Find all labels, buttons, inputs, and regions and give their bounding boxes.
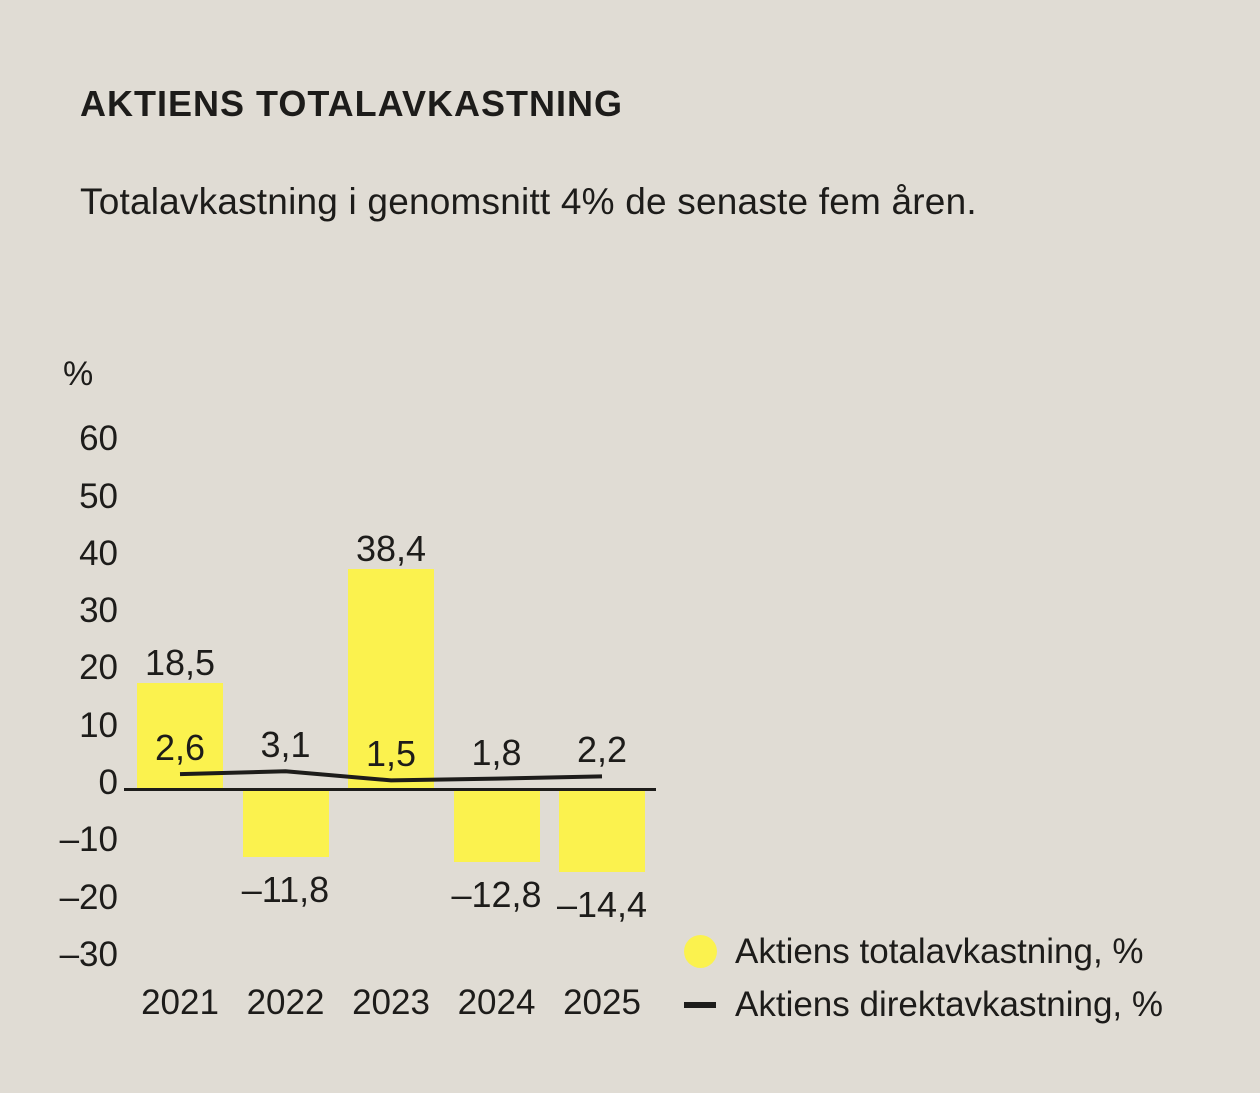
- y-axis-tick-label: 10: [79, 705, 118, 745]
- bar-value-label: 18,5: [144, 641, 216, 683]
- bar-value-label: –11,8: [241, 868, 330, 910]
- chart-title: AKTIENS TOTALAVKASTNING: [80, 83, 623, 124]
- legend-label-direktavkastning: Aktiens direktavkastning, %: [735, 985, 1163, 1024]
- line-value-label: 2,2: [576, 729, 628, 771]
- bar-series-marker-icon: [684, 935, 717, 968]
- x-axis-year-label: 2021: [141, 983, 219, 1022]
- y-axis-tick-label: 60: [79, 419, 118, 459]
- line-series-marker-icon: [684, 1001, 716, 1008]
- line-value-label: 2,6: [154, 727, 206, 769]
- legend-item-totalavkastning: Aktiens totalavkastning, %: [684, 931, 1163, 972]
- chart-subtitle: Totalavkastning i genomsnitt 4% de senas…: [80, 181, 977, 222]
- bar-2023: [348, 568, 434, 789]
- bar-2024: [453, 791, 540, 863]
- x-axis-year-label: 2024: [457, 983, 536, 1022]
- zero-axis-line: [124, 788, 656, 791]
- line-value-label: 1,8: [471, 731, 522, 773]
- y-axis-tick-label: 30: [79, 591, 118, 631]
- legend-label-totalavkastning: Aktiens totalavkastning, %: [735, 932, 1144, 971]
- x-axis-year-label: 2022: [246, 983, 325, 1022]
- y-axis-tick-label: 50: [79, 476, 118, 516]
- bar-value-label: –12,8: [451, 874, 542, 916]
- y-axis-tick-label: 40: [79, 533, 118, 573]
- x-axis-year-label: 2025: [563, 983, 641, 1022]
- legend: Aktiens totalavkastning, % Aktiens direk…: [684, 931, 1163, 1025]
- y-axis-tick-label: 20: [79, 648, 118, 688]
- bar-value-label: –14,4: [556, 883, 648, 925]
- y-axis-tick-label: –30: [59, 934, 118, 974]
- legend-item-direktavkastning: Aktiens direktavkastning, %: [684, 984, 1163, 1025]
- x-axis-year-label: 2023: [352, 983, 430, 1022]
- y-axis-tick-label: –10: [59, 820, 118, 860]
- bar-2022: [242, 791, 329, 857]
- y-axis-tick-label: 0: [98, 763, 118, 802]
- line-value-label: 1,5: [365, 733, 417, 775]
- line-value-label: 3,1: [260, 724, 311, 766]
- bar-value-label: 38,4: [355, 527, 427, 569]
- y-axis-tick-label: –20: [59, 877, 118, 917]
- y-axis-unit-label: %: [63, 355, 94, 393]
- bar-2025: [559, 791, 645, 872]
